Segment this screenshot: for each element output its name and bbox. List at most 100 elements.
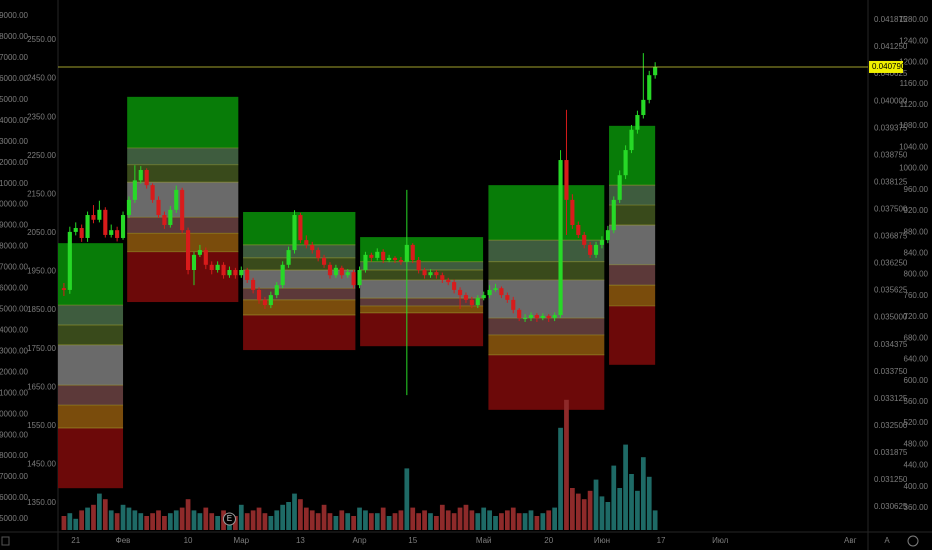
left-tick-label: 24000.00	[0, 116, 29, 125]
volume-bar	[451, 513, 457, 530]
left-tick-label: 20000.00	[0, 200, 29, 209]
left-tick-label: 2550.00	[27, 35, 56, 44]
y2-tick-label: 1080.00	[899, 121, 928, 130]
left-tick-label: 9000.00	[0, 430, 29, 439]
y-tick-label: 0.041250	[874, 42, 908, 51]
y2-tick-label: 1120.00	[900, 100, 929, 109]
left-tick-label: 2050.00	[27, 228, 56, 237]
event-marker[interactable]	[222, 512, 236, 526]
candle-body	[245, 270, 250, 280]
zone-band	[243, 288, 356, 300]
candle-body	[316, 250, 321, 258]
y2-tick-label: 1280.00	[899, 15, 928, 24]
left-tick-label: 1550.00	[27, 421, 56, 430]
zone-band	[488, 261, 605, 280]
candle-body	[363, 254, 368, 270]
candle-body	[369, 254, 374, 258]
candle-body	[404, 244, 409, 262]
candle-body	[209, 264, 214, 270]
candle-body	[558, 160, 563, 316]
volume-bar	[315, 513, 321, 530]
volume-bar	[126, 507, 132, 530]
candle-body	[434, 272, 439, 276]
left-tick-label: 29000.00	[0, 11, 29, 20]
candle-body	[339, 267, 344, 276]
y-tick-label: 0.038750	[874, 150, 908, 159]
volume-bar	[392, 513, 398, 530]
candle-body	[475, 298, 480, 306]
volume-bar	[102, 499, 108, 530]
volume-bar	[410, 507, 416, 530]
volume-bar	[398, 510, 404, 530]
candle-body	[197, 250, 202, 255]
volume-bar	[635, 490, 640, 530]
candle-body	[463, 295, 469, 300]
volume-bar	[374, 513, 380, 530]
y2-tick-label: 1040.00	[899, 142, 928, 151]
y-tick-label: 0.041875	[874, 15, 908, 24]
volume-bar	[368, 513, 374, 530]
volume-bar	[292, 493, 297, 530]
left-tick-label: 2350.00	[27, 112, 56, 121]
price-label-box	[869, 60, 903, 73]
candle-body	[227, 270, 232, 276]
candle-body	[115, 230, 120, 238]
candle-body	[103, 209, 108, 235]
zone-band	[609, 285, 656, 306]
volume-bar	[91, 504, 96, 530]
candle-body	[274, 285, 279, 296]
volume-bar	[510, 507, 516, 530]
zone-band	[127, 233, 239, 252]
volume-bar	[79, 510, 85, 530]
zone-band	[58, 405, 124, 429]
y-tick-label: 0.039375	[874, 123, 908, 132]
y2-tick-label: 480.00	[904, 439, 929, 448]
volume-bar	[439, 504, 445, 530]
y2-tick-label: 880.00	[904, 227, 929, 236]
candle-body	[61, 288, 66, 290]
candle-body	[469, 299, 474, 306]
left-tick-label: 1650.00	[27, 382, 56, 391]
plot-area	[58, 53, 658, 530]
candle-body	[576, 224, 581, 235]
scale-button[interactable]: A	[884, 536, 890, 545]
volume-bar	[185, 499, 191, 530]
y2-tick-label: 440.00	[904, 461, 929, 470]
candle-body	[79, 228, 84, 238]
candle-body	[440, 275, 445, 280]
y2-tick-label: 1240.00	[899, 36, 928, 45]
left-tick-label: 8000.00	[0, 451, 29, 460]
volume-bar	[380, 507, 386, 530]
candle-body	[132, 180, 137, 200]
y2-tick-label: 1000.00	[899, 164, 928, 173]
volume-bar	[179, 507, 185, 530]
left-tick-label: 21000.00	[0, 179, 29, 188]
candle-body	[126, 199, 132, 216]
candle-body	[457, 289, 463, 296]
volume-bar	[646, 476, 652, 530]
volume-bar	[303, 507, 309, 530]
left-tick-label: 12000.00	[0, 367, 29, 376]
candle-body	[505, 295, 510, 300]
y-tick-label: 0.031250	[874, 475, 908, 484]
y-tick-label: 0.034375	[874, 340, 908, 349]
volume-bar	[108, 510, 114, 530]
y2-tick-label: 720.00	[904, 312, 929, 321]
volume-bar	[534, 516, 540, 530]
volume-bar	[422, 510, 427, 530]
volume-bar	[173, 510, 179, 530]
left-tick-label: 19000.00	[0, 221, 29, 230]
candle-body	[452, 282, 457, 290]
volume-bar	[268, 516, 274, 530]
candle-body	[582, 234, 587, 245]
scale-icon[interactable]	[1, 536, 10, 546]
candle-body	[67, 231, 72, 290]
left-tick-label: 1450.00	[27, 460, 56, 469]
candle-body	[647, 75, 652, 100]
volume-bar	[138, 513, 144, 530]
y-tick-label: 0.036875	[874, 232, 908, 241]
settings-icon[interactable]	[907, 535, 919, 547]
event-label: E	[227, 514, 232, 523]
candle-body	[73, 228, 78, 232]
y2-tick-label: 520.00	[904, 418, 929, 427]
